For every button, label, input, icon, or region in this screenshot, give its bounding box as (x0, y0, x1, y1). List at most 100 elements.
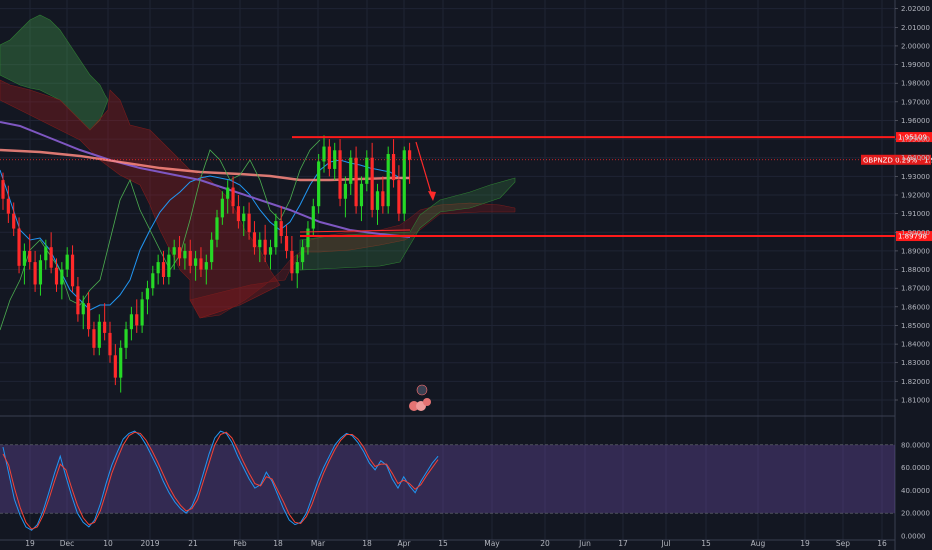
price-tick-label: 1.92000 (901, 192, 930, 200)
candle-body (156, 262, 160, 274)
level-label-resistance: 1.95109 (898, 134, 927, 142)
candle-body (177, 247, 182, 259)
candle-body (231, 187, 235, 207)
candle-body (274, 221, 278, 248)
price-tick-label: 1.96000 (901, 117, 930, 125)
event-marker-icon (416, 384, 428, 396)
price-tick-label: 1.98000 (901, 80, 930, 88)
candle-body (284, 236, 289, 251)
candle-body (365, 157, 369, 184)
time-tick-label: 10 (103, 539, 113, 548)
stoch-k-line (2, 430, 439, 531)
price-tick-label: 1.93000 (901, 173, 930, 181)
candle-body (236, 206, 240, 222)
candle-body (306, 228, 310, 248)
candle-body (12, 213, 16, 229)
candle-body (397, 180, 401, 214)
symbol-price-tag (861, 154, 931, 165)
candle-body (151, 273, 155, 289)
price-tick-label: 2.00000 (901, 42, 930, 50)
time-tick-label: Sep (836, 539, 850, 548)
price-tick-label: 1.95000 (901, 136, 930, 144)
time-tick-label: 18 (362, 539, 372, 548)
forecast-arrow-head (428, 191, 436, 201)
level-tag-resistance (896, 132, 932, 143)
candle-body (279, 221, 283, 237)
candle-body (343, 183, 347, 199)
cloud-bearish (0, 79, 281, 319)
candle-body (290, 250, 294, 274)
stoch-tick-label: 20.0000 (901, 510, 930, 518)
time-tick-label: Feb (233, 539, 247, 548)
candle-body (172, 247, 176, 255)
candle-body (97, 321, 101, 348)
time-tick-label: 19 (800, 539, 810, 548)
candle-body (258, 239, 262, 248)
candle-body (322, 146, 326, 162)
candle-body (226, 187, 230, 199)
candle-body (135, 314, 139, 326)
candle-body (370, 157, 374, 210)
level-tag-support (896, 231, 932, 242)
candle-body (311, 206, 315, 229)
candle-body (199, 258, 203, 270)
candle-body (359, 183, 364, 207)
symbol-price-label: GBPNZD 0.29% · 1.93891 (863, 156, 932, 164)
time-tick-label: Jun (578, 539, 591, 548)
price-tick-label: 1.88000 (901, 266, 930, 274)
time-tick-label: 15 (701, 539, 711, 548)
cloud-bullish-2 (299, 177, 516, 271)
candles (1, 135, 412, 393)
candle-body (408, 150, 412, 160)
candle-body (140, 299, 144, 326)
time-tick-label: Dec (60, 539, 75, 548)
candle-body (6, 198, 10, 214)
candle-body (124, 329, 128, 348)
price-tick-label: 1.91000 (901, 210, 930, 218)
stoch-tick-label: 0.0000 (901, 533, 926, 541)
stoch-d-line (2, 431, 439, 530)
cloud-bullish (0, 14, 109, 131)
candle-body (81, 303, 85, 315)
price-tick-label: 2.02000 (901, 5, 930, 13)
event-marker-icon (409, 401, 419, 411)
candle-body (242, 213, 246, 222)
candle-body (391, 154, 396, 181)
candle-body (194, 258, 198, 266)
price-tick-label: 2.01000 (901, 24, 930, 32)
candle-body (333, 150, 337, 169)
candle-body (65, 254, 69, 270)
time-tick-label: 16 (877, 539, 887, 548)
time-tick-label: 17 (618, 539, 628, 548)
candle-body (268, 247, 273, 255)
candle-body (103, 321, 107, 333)
price-tick-label: 1.99000 (901, 61, 930, 69)
time-tick-label: Jul (660, 539, 670, 548)
time-tick-label: 20 (540, 539, 550, 548)
price-tick-label: 1.83000 (901, 359, 930, 367)
candle-body (129, 314, 133, 330)
forecast-arrow-line (415, 141, 433, 197)
candle-body (386, 154, 390, 207)
candle-body (220, 198, 224, 218)
time-tick-label: Aug (751, 539, 766, 548)
candle-body (252, 232, 257, 248)
candle-body (17, 228, 21, 266)
drawing-objects (299, 141, 436, 411)
indicator-lines (0, 121, 411, 331)
candle-body (60, 269, 64, 285)
stoch-tick-label: 60.0000 (901, 464, 930, 472)
price-tick-label: 1.84000 (901, 341, 930, 349)
candle-body (22, 250, 26, 266)
support-ray (299, 229, 411, 233)
candle-body (161, 262, 166, 278)
candle-body (76, 286, 80, 315)
level-label-support: 1.89798 (898, 233, 927, 241)
price-tick-label: 1.97000 (901, 98, 930, 106)
candle-body (54, 267, 59, 285)
candle-body (327, 146, 331, 169)
candle-body (301, 247, 305, 263)
candle-body (92, 329, 96, 348)
price-tick-label: 1.82000 (901, 378, 930, 386)
